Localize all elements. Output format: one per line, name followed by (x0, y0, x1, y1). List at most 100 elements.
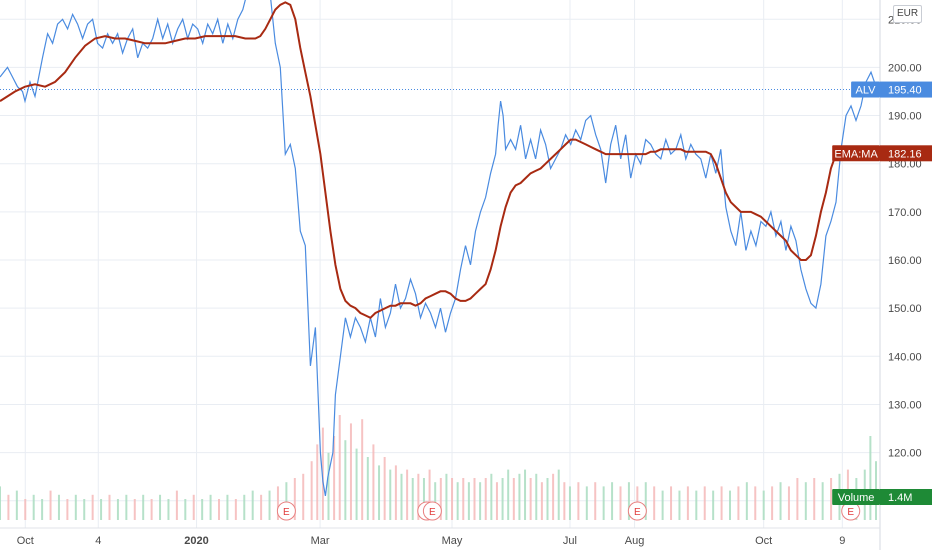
volume-bar (125, 494, 128, 520)
volume-bar (737, 486, 740, 520)
alv-price-line (0, 0, 877, 497)
currency-label[interactable]: EUR (893, 5, 922, 23)
volume-bar (484, 478, 487, 520)
y-tick-label: 130.00 (888, 399, 922, 411)
volume-bar (670, 486, 673, 520)
volume-bar (7, 494, 10, 520)
volume-bar (24, 499, 27, 520)
volume-bar (209, 494, 212, 520)
x-tick-label: May (442, 535, 463, 547)
volume-bar (720, 486, 723, 520)
y-tick-label: 120.00 (888, 448, 922, 460)
earnings-marker[interactable]: E (627, 501, 647, 521)
volume-bar (366, 457, 369, 520)
volume-bar (512, 478, 515, 520)
volume-bar (406, 469, 409, 520)
volume-bar (695, 490, 698, 520)
alv-price-tag: ALV 195.40 (851, 81, 932, 98)
volume-bar (338, 415, 341, 520)
volume-bar (479, 482, 482, 520)
volume-bar (712, 490, 715, 520)
volume-bar (327, 452, 330, 520)
volume-bar (467, 482, 470, 520)
volume-bar (260, 494, 263, 520)
volume-bar (577, 482, 580, 520)
volume-bar (349, 423, 352, 520)
y-tick-label: 190.00 (888, 111, 922, 123)
volume-bar (184, 499, 187, 520)
volume-bar (535, 473, 538, 520)
volume-bar (552, 473, 555, 520)
volume-bar (142, 494, 145, 520)
volume-bar (678, 490, 681, 520)
volume-bar (74, 494, 77, 520)
volume-bar (524, 469, 527, 520)
volume-bar (422, 478, 425, 520)
volume-bar (411, 478, 414, 520)
volume-bar (389, 469, 392, 520)
volume-bar (100, 499, 103, 520)
volume-bar (729, 490, 731, 520)
volume-bar (779, 482, 782, 520)
volume-bar (518, 473, 521, 520)
volume-tag: Volume 1.4M (832, 489, 932, 505)
volume-bar (108, 494, 111, 520)
volume-bar (546, 478, 549, 520)
volume-bar (585, 486, 588, 520)
volume-bar (661, 490, 664, 520)
volume-bar (0, 486, 1, 520)
volume-bar (762, 490, 765, 520)
x-tick-label: Oct (17, 535, 34, 547)
volume-bar (495, 482, 498, 520)
x-tick-label: Aug (625, 535, 645, 547)
y-tick-label: 170.00 (888, 207, 922, 219)
volume-bar (15, 490, 18, 520)
earnings-markers[interactable]: EEEEE (276, 501, 861, 521)
volume-bar (787, 486, 790, 520)
y-tick-label: 180.00 (888, 159, 922, 171)
volume-bar (611, 482, 614, 520)
x-tick-label: 9 (839, 535, 845, 547)
volume-bar (91, 494, 94, 520)
ema-ma-line (0, 1, 837, 320)
volume-bar (234, 499, 237, 520)
volume-bar (243, 494, 246, 520)
volume-bar (344, 440, 347, 520)
volume-bar (383, 457, 386, 520)
alv-price-tag-name: ALV (856, 85, 877, 97)
volume-bar (653, 486, 656, 520)
volume-bar (439, 478, 442, 520)
volume-bar (428, 469, 431, 520)
volume-bar (745, 482, 748, 520)
volume-bar (703, 486, 706, 520)
volume-bar (57, 494, 60, 520)
alv-price-tag-value: 195.40 (888, 85, 922, 97)
volume-bar (251, 490, 254, 520)
volume-bar (285, 482, 288, 520)
volume-bar (378, 465, 381, 520)
y-tick-label: 200.00 (888, 62, 922, 74)
volume-bar (627, 482, 630, 520)
earnings-marker-label: E (634, 507, 641, 518)
earnings-marker[interactable]: E (422, 501, 442, 521)
volume-bar (473, 478, 476, 520)
y-tick-label: 150.00 (888, 303, 922, 315)
volume-bar (434, 482, 437, 520)
grid-lines (0, 0, 880, 528)
x-tick-label: 2020 (184, 535, 208, 547)
volume-bar (456, 482, 459, 520)
price-tags: ALV 195.40 EMA:MA 182.16 Volume 1.4M (832, 81, 932, 505)
volume-bar (310, 461, 313, 520)
volume-bar (361, 419, 364, 520)
x-tick-label: Oct (755, 535, 772, 547)
volume-bar (66, 499, 69, 520)
volume-tag-name: Volume (838, 492, 875, 504)
volume-bar (529, 478, 532, 520)
time-axis[interactable]: Oct 4 2020 Mar May Jul Aug Oct 9 (0, 527, 880, 547)
volume-bar (201, 499, 204, 520)
earnings-marker[interactable]: E (276, 501, 296, 521)
volume-bar (226, 494, 229, 520)
volume-bar (451, 478, 454, 520)
volume-bar (175, 490, 178, 520)
